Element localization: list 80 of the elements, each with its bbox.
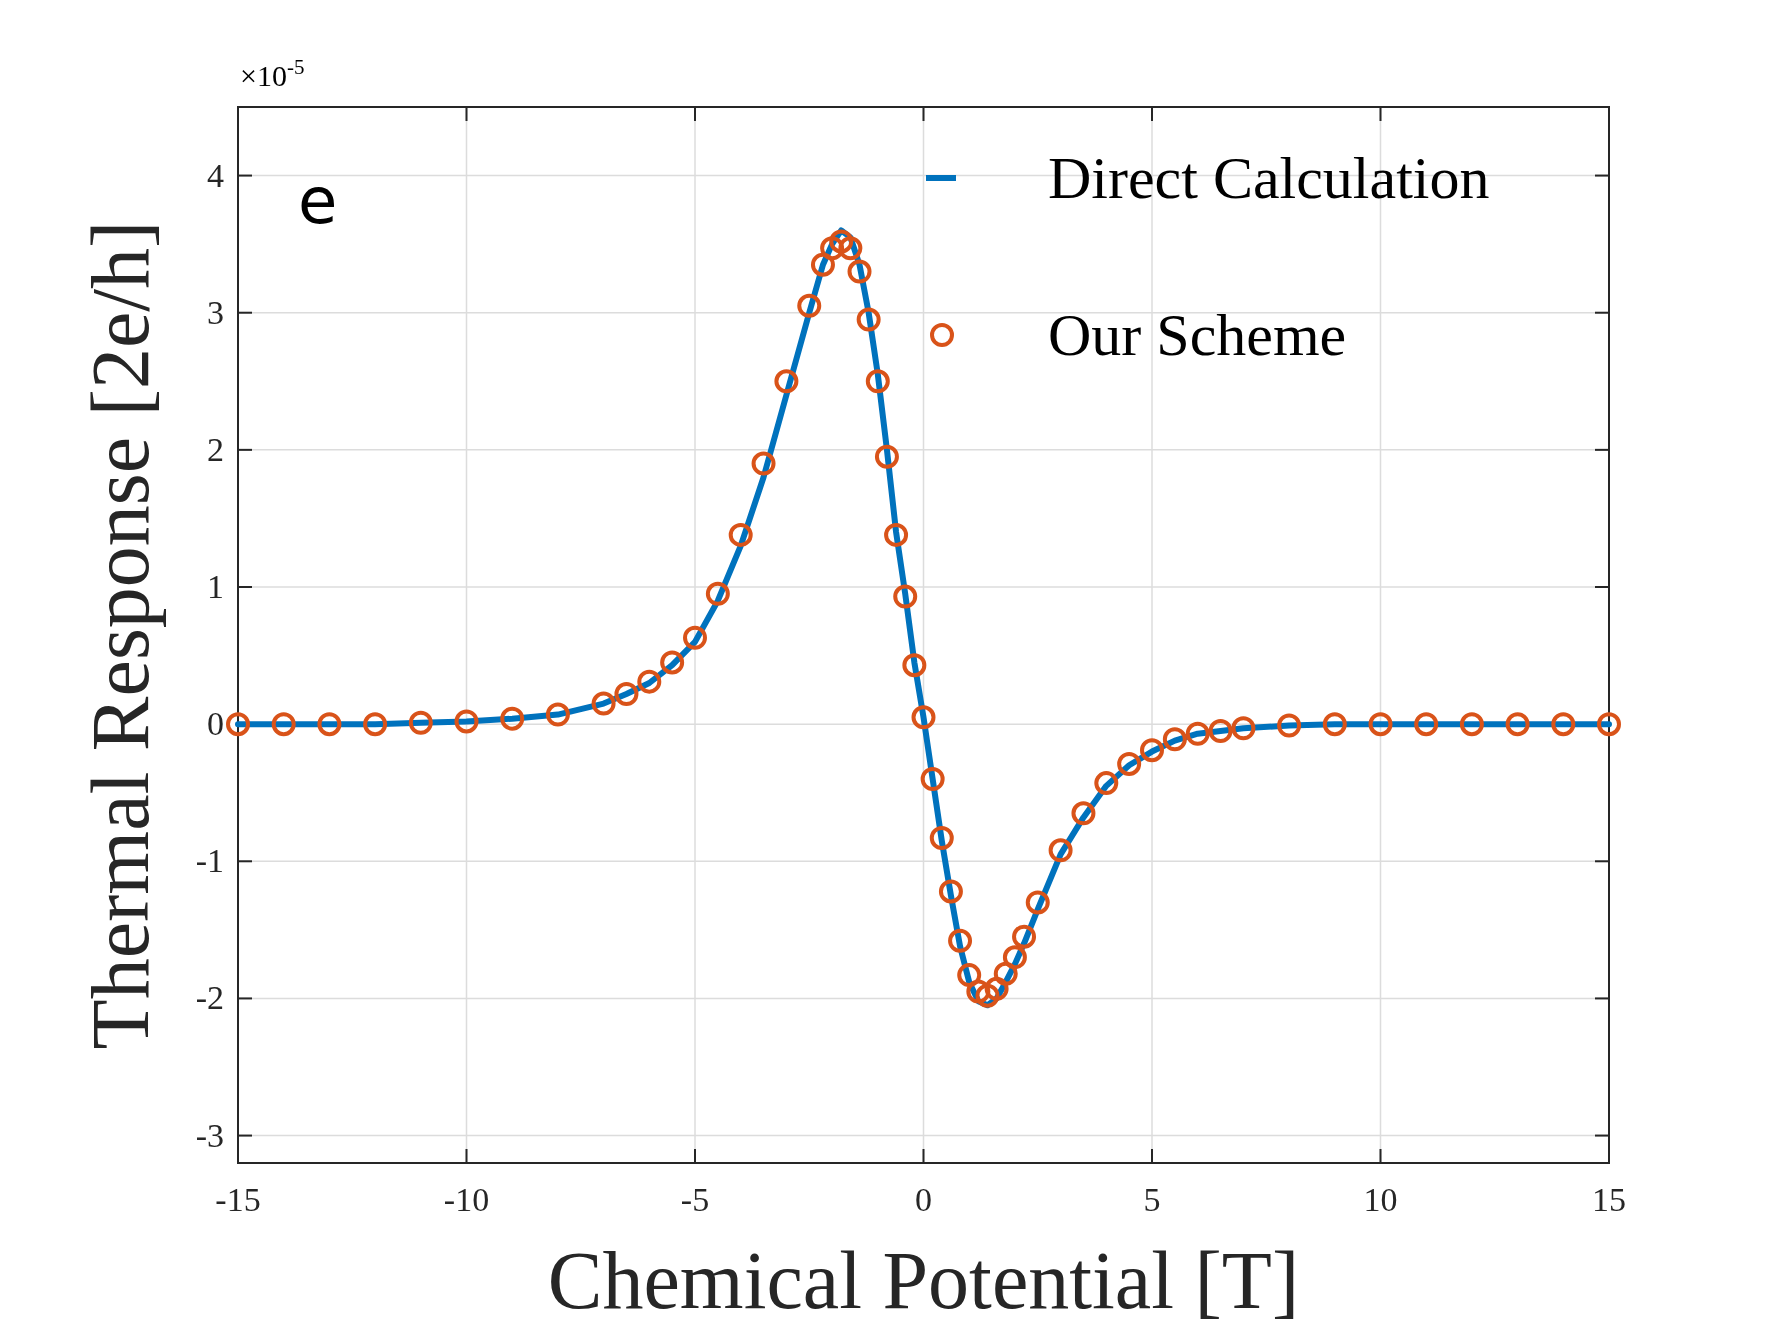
point xyxy=(948,928,973,953)
point xyxy=(820,236,845,261)
x-axis-title: Chemical Potential [T] xyxy=(547,1235,1300,1326)
point xyxy=(829,229,854,254)
y-tick-label: -1 xyxy=(195,842,224,880)
point xyxy=(1012,924,1037,949)
y-tick-label: 1 xyxy=(207,568,224,605)
point xyxy=(1185,721,1210,746)
x-tick-label: -5 xyxy=(680,1181,710,1218)
legend-label: Our Scheme xyxy=(1048,302,1347,368)
annotation: e xyxy=(298,164,338,238)
point xyxy=(1025,890,1050,915)
point xyxy=(705,581,730,606)
point xyxy=(984,976,1009,1001)
y-tick-label: -2 xyxy=(195,979,224,1017)
point xyxy=(728,522,753,547)
point xyxy=(865,369,890,394)
point xyxy=(975,983,1000,1008)
point xyxy=(1208,719,1233,743)
point xyxy=(363,712,388,737)
point xyxy=(856,307,881,332)
point xyxy=(774,369,799,394)
point xyxy=(683,625,707,650)
point xyxy=(929,825,954,850)
point xyxy=(993,961,1018,986)
point xyxy=(884,522,909,547)
y-tick-label: 3 xyxy=(207,293,224,331)
y-tick-label: 2 xyxy=(207,430,224,468)
point xyxy=(1048,838,1073,863)
point xyxy=(1368,712,1393,737)
point xyxy=(1162,727,1187,752)
y-tick-label: 4 xyxy=(207,156,224,194)
x-tick-label: -10 xyxy=(443,1181,490,1218)
point xyxy=(957,963,982,988)
point xyxy=(454,709,479,734)
text: ×10$^{-5}$ xyxy=(240,55,305,92)
point xyxy=(797,293,822,318)
point xyxy=(500,706,525,731)
point xyxy=(1002,945,1027,970)
point xyxy=(874,444,899,469)
point xyxy=(902,653,927,678)
point xyxy=(966,979,991,1004)
y-tick-label: -3 xyxy=(195,1116,224,1154)
point xyxy=(614,681,639,706)
point xyxy=(317,712,342,737)
point xyxy=(920,767,945,791)
x-tick-label: 15 xyxy=(1592,1181,1626,1218)
x-tick-label: -15 xyxy=(215,1181,261,1218)
y-tick-label: 0 xyxy=(207,705,224,743)
point xyxy=(911,705,936,730)
point xyxy=(271,712,296,737)
point xyxy=(938,879,963,904)
point xyxy=(545,702,570,727)
point xyxy=(1231,716,1256,741)
point xyxy=(838,236,863,261)
legend-label: Direct Calculation xyxy=(1048,145,1490,211)
point xyxy=(1071,801,1096,826)
point xyxy=(1551,712,1576,737)
point xyxy=(751,451,776,476)
point xyxy=(1140,738,1164,763)
y-axis-title: Thermal Response [2e/h] xyxy=(75,220,166,1050)
point xyxy=(1117,751,1142,776)
point xyxy=(660,650,685,675)
point xyxy=(591,691,616,716)
point xyxy=(810,252,835,277)
point xyxy=(1459,712,1484,737)
x-tick-label: 10 xyxy=(1363,1181,1398,1218)
point xyxy=(1277,713,1302,738)
point xyxy=(226,712,250,737)
point xyxy=(1322,712,1347,737)
point xyxy=(1597,712,1621,737)
point xyxy=(1505,712,1530,737)
point xyxy=(1094,771,1119,796)
x-tick-label: 0 xyxy=(915,1181,932,1218)
x-tick-label: 5 xyxy=(1143,1181,1161,1218)
point xyxy=(847,259,872,284)
point xyxy=(408,710,433,735)
point xyxy=(893,584,918,609)
point xyxy=(1414,712,1439,737)
point xyxy=(637,669,662,694)
